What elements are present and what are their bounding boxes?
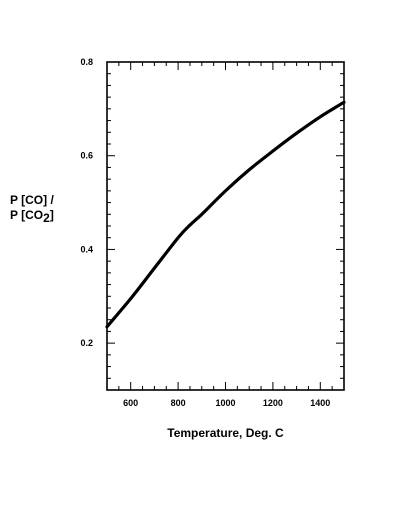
tick-labels: 600 800 1000 1200 1400 0.2 0.4 0.6 0.8	[80, 57, 330, 408]
y-tick-label: 0.2	[80, 338, 93, 348]
y-tick-label: 0.4	[80, 244, 93, 254]
x-tick-label: 800	[171, 398, 186, 408]
y-tick-label: 0.6	[80, 151, 93, 161]
plot-frame	[106, 61, 345, 391]
x-tick-label: 1000	[215, 398, 235, 408]
x-tick-label: 1200	[263, 398, 283, 408]
x-tick-label: 600	[123, 398, 138, 408]
y-axis-title-line2: P [CO2]	[10, 208, 54, 225]
series-line	[105, 100, 346, 329]
minor-ticks	[106, 62, 345, 391]
x-axis-title: Temperature, Deg. C	[167, 426, 284, 440]
major-ticks	[107, 61, 344, 390]
y-axis-title-line1: P [CO] /	[10, 193, 54, 207]
y-tick-label: 0.8	[80, 57, 93, 67]
x-tick-label: 1400	[310, 398, 330, 408]
